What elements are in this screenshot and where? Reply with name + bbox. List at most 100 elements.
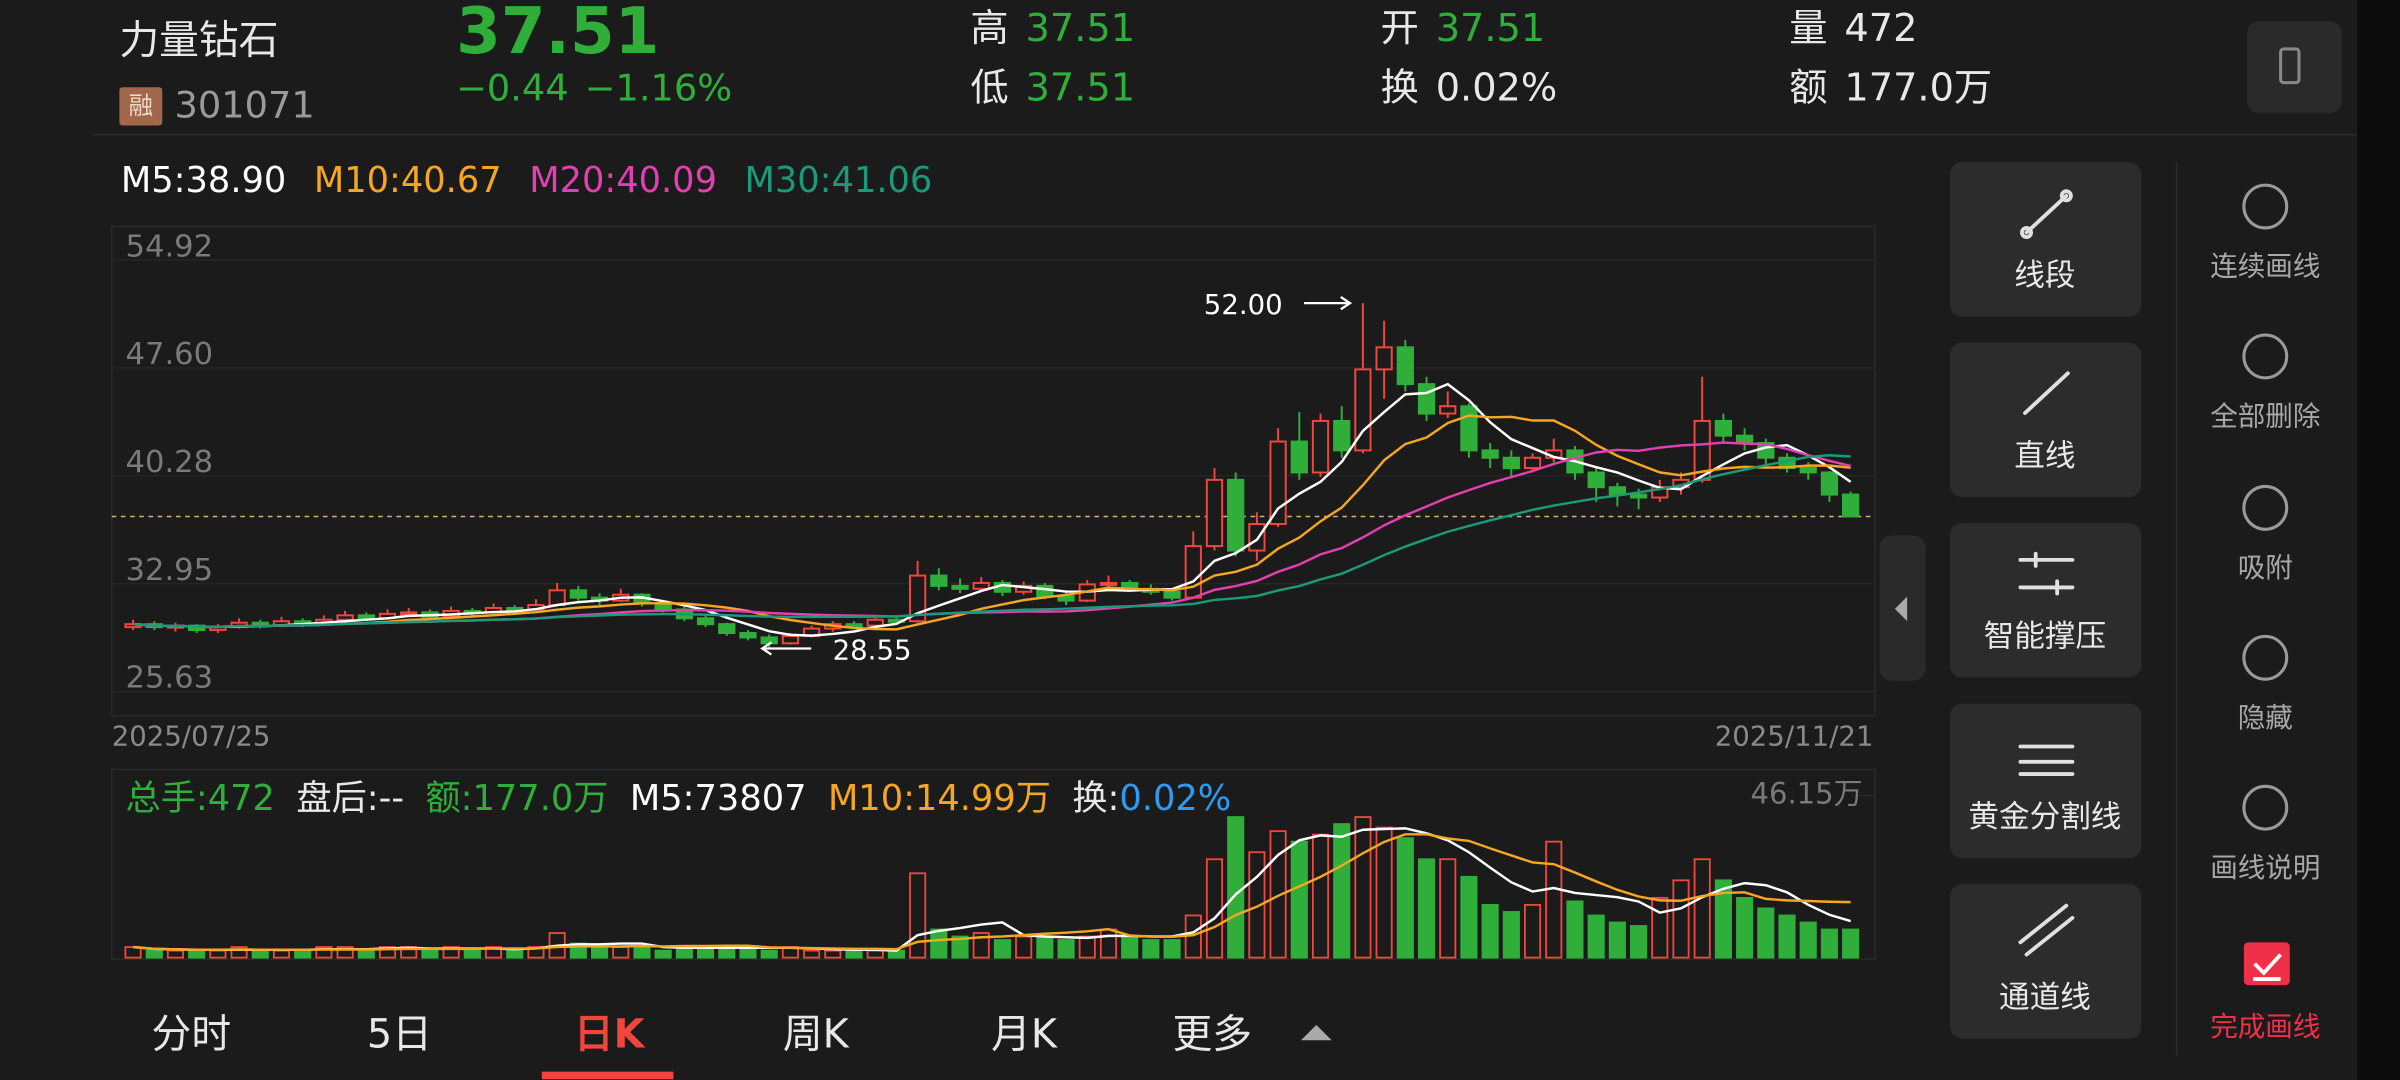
candle-body: [1502, 456, 1520, 470]
candle-body: [400, 611, 418, 616]
tab[interactable]: 周K: [783, 1012, 850, 1058]
device-button[interactable]: [2246, 21, 2342, 114]
volume-bar: [1121, 935, 1139, 959]
quote-label: 换: [1381, 66, 1419, 111]
more-arrow: [1301, 1024, 1332, 1041]
candle-body: [696, 617, 715, 626]
volume-bar: [484, 946, 503, 959]
price: 37.51: [456, 0, 659, 69]
candle-body: [1481, 449, 1499, 459]
ma-legend: M10:40.67: [314, 160, 502, 201]
volume-bar: [1651, 896, 1669, 959]
volume-bar: [972, 932, 990, 959]
quote-value: 37.51: [1436, 6, 1546, 51]
tab[interactable]: 5日: [367, 1012, 432, 1058]
tool-label: 通道线: [1999, 980, 2091, 1015]
volume-bar: [1333, 823, 1351, 959]
tool-label: 黄金分割线: [1968, 800, 2121, 835]
candle-body: [506, 606, 524, 611]
volume-bar: [251, 949, 269, 959]
high-arrow: [1304, 296, 1353, 311]
tool-icon: [2020, 189, 2073, 239]
candle-body: [1290, 440, 1308, 474]
candle-body: [1799, 467, 1817, 474]
volume-bar: [866, 949, 884, 959]
volume-bar: [463, 949, 481, 959]
candle-body: [760, 636, 778, 645]
change-pct: −1.16%: [585, 67, 732, 110]
tool-button[interactable]: [1950, 342, 2142, 498]
volume-bar: [166, 949, 185, 959]
tool-button[interactable]: [1950, 162, 2142, 317]
side-tool[interactable]: 画线说明: [2210, 852, 2320, 884]
candle-body: [1629, 493, 1648, 499]
volume-bar: [1502, 911, 1520, 959]
candle-body: [1227, 478, 1245, 552]
volume-bar: [188, 949, 206, 959]
volume-bar: [1269, 830, 1287, 959]
candle-body: [1396, 346, 1414, 386]
tool-button[interactable]: [1950, 523, 2142, 678]
change: −0.44: [456, 67, 569, 110]
volume-bar: [1630, 925, 1648, 959]
volume-bar: [1693, 858, 1711, 959]
candle-body: [1417, 383, 1436, 415]
volume-bar: [1099, 928, 1118, 959]
quote-value: 0.02%: [1436, 66, 1558, 111]
plot-frame: [110, 225, 1876, 717]
volume-bar: [1778, 914, 1796, 959]
volume-bar: [612, 946, 630, 959]
quote-value: 177.0万: [1844, 66, 1992, 111]
volume-bar: [1714, 879, 1732, 959]
edge: [2357, 0, 2400, 1080]
candle-body: [1269, 440, 1287, 526]
volume-bar: [1163, 939, 1181, 959]
volume-bar: [1587, 914, 1605, 959]
tag: 融: [129, 91, 153, 120]
tab[interactable]: 日K: [574, 1012, 647, 1058]
tool-button[interactable]: [1950, 703, 2142, 859]
y-tick-label: 40.28: [126, 445, 214, 480]
ma-legend: M20:40.09: [529, 160, 717, 201]
side-tool[interactable]: 全部删除: [2210, 401, 2320, 433]
volume-bar: [1417, 858, 1436, 959]
tag-box: [119, 87, 163, 126]
volume-bar: [845, 949, 863, 959]
volume-bar: [1757, 907, 1775, 959]
side-tool[interactable]: 吸附: [2238, 552, 2293, 584]
candle-body: [1714, 419, 1733, 437]
quote-value: 37.51: [1026, 6, 1136, 51]
volume-bar: [1842, 928, 1860, 959]
volume-bar: [1566, 900, 1584, 959]
tab[interactable]: 分时: [152, 1012, 232, 1058]
volume-bar: [951, 935, 969, 959]
volume-bar: [1396, 837, 1414, 959]
volume-bar: [1799, 921, 1817, 959]
quote-label: 量: [1789, 6, 1827, 51]
y-tick-label: 32.95: [126, 553, 214, 588]
volume-bar: [1205, 858, 1224, 959]
tab[interactable]: 月K: [991, 1012, 1058, 1058]
volume-bar: [1078, 935, 1096, 959]
volume-bar: [633, 946, 651, 959]
side-tool[interactable]: 连续画线: [2210, 251, 2320, 283]
tool-button[interactable]: [1950, 884, 2142, 1039]
tab[interactable]: 更多: [1172, 1012, 1252, 1058]
quote-label: 低: [970, 66, 1008, 111]
volume-bar: [1311, 833, 1330, 959]
candle-body: [930, 574, 948, 587]
candle-body: [1354, 368, 1372, 452]
done-icon: [2243, 942, 2290, 986]
volume-bar: [294, 949, 312, 959]
side-tool[interactable]: 完成画线: [2210, 1011, 2320, 1043]
candle-body: [1057, 595, 1075, 602]
volume-bar: [357, 949, 375, 959]
tool-icon: [2018, 551, 2075, 596]
volume-bar: [1439, 858, 1457, 959]
volume-bar: [760, 949, 778, 959]
candle-body: [1248, 523, 1266, 552]
volume-bar: [230, 946, 248, 959]
candle-body: [972, 581, 990, 590]
side-tool[interactable]: 隐藏: [2238, 702, 2293, 734]
